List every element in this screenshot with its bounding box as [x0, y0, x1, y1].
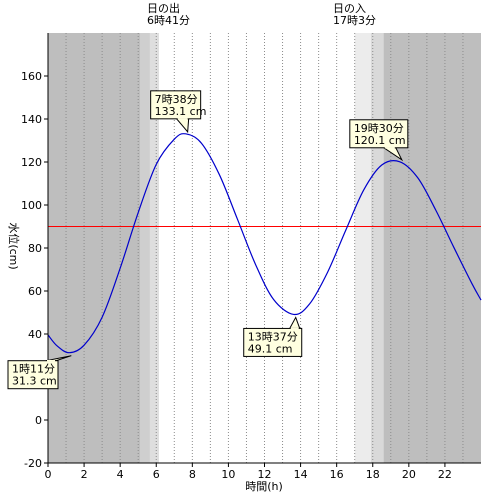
x-tick-label: 12 — [258, 468, 272, 481]
night-band — [48, 33, 141, 463]
twilight-band — [149, 33, 159, 463]
annotation-value: 133.1 cm — [155, 105, 207, 118]
x-tick-label: 6 — [153, 468, 160, 481]
twilight-band — [354, 33, 371, 463]
annotation-time: 7時38分 — [155, 93, 198, 106]
y-tick-label: 160 — [21, 70, 42, 83]
callout-box — [7, 360, 59, 390]
twilight-band — [370, 33, 384, 463]
callout-box — [349, 119, 409, 149]
annotation-value: 120.1 cm — [354, 134, 406, 147]
x-axis-label: 時間(h) — [245, 480, 283, 493]
sunset-title: 日の入 — [333, 2, 366, 15]
y-tick-label: 0 — [35, 414, 42, 427]
y-tick-label: 40 — [28, 328, 42, 341]
twilight-band — [140, 33, 150, 463]
y-tick-label: 140 — [21, 113, 42, 126]
x-tick-label: 22 — [438, 468, 452, 481]
y-tick-label: 80 — [28, 242, 42, 255]
y-tick-label: 100 — [21, 199, 42, 212]
annotation-value: 49.1 cm — [248, 342, 293, 355]
night-band — [383, 33, 481, 463]
y-axis-label: 水位(cm) — [7, 222, 21, 269]
y-tick-label: -20 — [24, 457, 42, 470]
callout-box — [150, 90, 202, 120]
sunrise-time: 6時41分 — [147, 14, 190, 27]
x-tick-label: 10 — [221, 468, 235, 481]
callout-box — [243, 327, 303, 357]
x-tick-label: 20 — [402, 468, 416, 481]
sunset-time: 17時3分 — [333, 14, 376, 27]
x-tick-label: 14 — [294, 468, 308, 481]
x-tick-label: 8 — [189, 468, 196, 481]
x-tick-label: 18 — [366, 468, 380, 481]
y-tick-label: 120 — [21, 156, 42, 169]
axes-layer — [44, 33, 481, 467]
annotation-time: 1時11分 — [12, 363, 55, 376]
series-layer — [47, 133, 482, 354]
labels-layer: 0246810121416182022-20020406080100120140… — [21, 70, 452, 481]
y-tick-label: 60 — [28, 285, 42, 298]
x-tick-label: 16 — [330, 468, 344, 481]
sunrise-title: 日の出 — [147, 1, 180, 15]
shading-layer — [48, 33, 481, 463]
tide-level-line — [47, 133, 482, 354]
x-tick-label: 2 — [81, 468, 88, 481]
annotation-time: 13時37分 — [248, 330, 298, 343]
annotation-value: 31.3 cm — [12, 375, 57, 388]
x-tick-label: 0 — [45, 468, 52, 481]
x-tick-label: 4 — [117, 468, 124, 481]
annotation-time: 19時30分 — [354, 122, 404, 135]
